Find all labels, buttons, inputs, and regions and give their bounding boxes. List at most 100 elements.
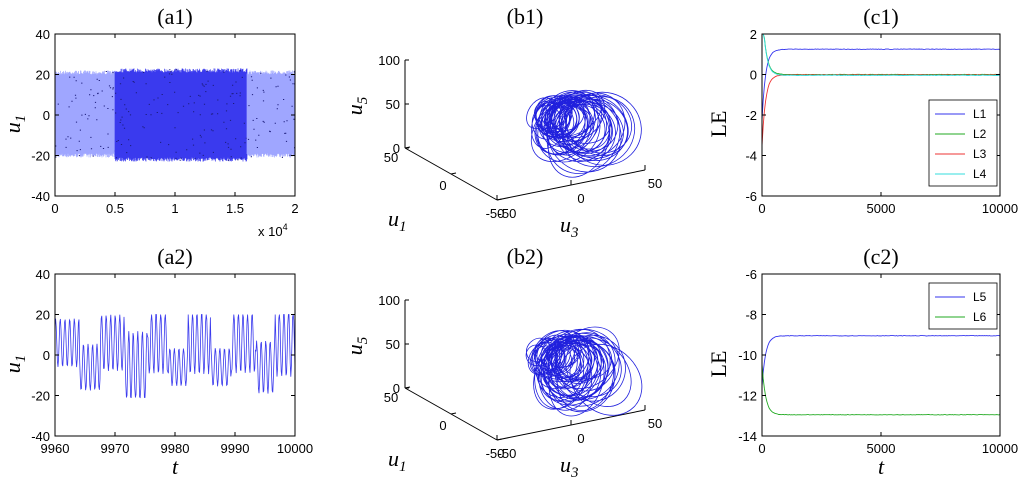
a2-ticks-ytick-label: -40 — [31, 429, 50, 444]
b2-data-loops — [525, 326, 643, 417]
b1-ticks-u3-label: 50 — [648, 176, 662, 191]
a1-ticks-ytick-label: 20 — [36, 68, 50, 83]
a1-series-segment-2 — [246, 70, 296, 158]
b1-ticks-u1-mark — [496, 198, 503, 201]
c2-ticks-xtick-label: 10000 — [982, 441, 1018, 456]
a2-ticks: 9960 9970 9980 9990 10000 40 20 0 -20 -40 — [31, 267, 313, 456]
a1-series-speckle-0 — [55, 71, 116, 158]
b1-ticks-u1-label: 0 — [439, 178, 446, 193]
c2-ticks-xtick-label: 0 — [758, 441, 765, 456]
a1-ticks-ytick-label: -40 — [31, 189, 50, 204]
c1-ticks: 0 5000 10000 2 0 -2 -4 -6 — [745, 27, 1018, 216]
b1-u1-label: u1 — [388, 206, 407, 235]
a1-ticks-ytick-label: 40 — [36, 27, 50, 42]
b1-ticks-u1-mark — [404, 146, 411, 149]
a2-series — [54, 314, 296, 399]
b1-ticks-u3-label: -50 — [498, 206, 517, 221]
b2-ticks-z-label: 0 — [393, 381, 400, 396]
a2-ticks-ytick-label: 40 — [36, 267, 50, 282]
c1-ticks-xtick-label: 10000 — [982, 201, 1018, 216]
a1-ticks-ytick-label: 0 — [43, 108, 50, 123]
c2-series-L6 — [761, 364, 1001, 416]
panel-title-a2: (a2) — [157, 244, 192, 269]
b1-attractor — [526, 89, 642, 178]
b2-ticks-u3-label: 50 — [648, 416, 662, 431]
a1-ticks-xtick-label: 0 — [51, 201, 58, 216]
a1-ticks-xtick-label: 1 — [171, 201, 178, 216]
b1-ticks-u1-label: -50 — [486, 206, 505, 221]
a1-x-multiplier: x 104 — [258, 222, 288, 239]
a1-ticks-ytick-label: -20 — [31, 149, 50, 164]
a2-series-line — [54, 314, 296, 399]
b2-ticks-z-label: 100 — [378, 293, 400, 308]
b2-ticks-u1-mark — [404, 386, 411, 389]
c1-series-L2 — [762, 33, 1001, 76]
panel-a1: 0 0.5 1 1.5 2 40 20 0 -20 -40 u1 x 104 — [0, 27, 299, 239]
c1-legend-label-L3: L3 — [973, 147, 987, 161]
panel-title-c2: (c2) — [863, 244, 898, 269]
c1-ticks-xtick-label: 0 — [758, 201, 765, 216]
b1-ticks-z-label: 50 — [386, 97, 400, 112]
b2-attractor — [525, 326, 643, 417]
a2-ticks-ytick-label: 20 — [36, 308, 50, 323]
a1-series-speckle-2 — [247, 71, 296, 158]
c1-legend-label-L2: L2 — [973, 127, 987, 141]
c2-legend-label-L5: L5 — [973, 290, 987, 304]
a2-ticks-xtick-label: 9970 — [101, 441, 130, 456]
panel-title-b1: (b1) — [507, 4, 544, 29]
a1-ticks-xtick-label: 1.5 — [226, 201, 244, 216]
panel-a2: 9960 9970 9980 9990 10000 40 20 0 -20 -40 u1 t — [0, 267, 313, 479]
a2-ticks-xtick-label: 9990 — [221, 441, 250, 456]
a2-xlabel: t — [172, 454, 179, 479]
b2-u3-label: u3 — [560, 452, 579, 481]
b1-ticks-z-label: 100 — [378, 53, 400, 68]
c1-ticks-ytick-label: 2 — [750, 27, 757, 42]
a1-ticks: 0 0.5 1 1.5 2 40 20 0 -20 -40 — [31, 27, 298, 216]
b1-ticks-u1-mark — [450, 172, 457, 175]
b1-ticks-z-label: 0 — [393, 141, 400, 156]
b2-ticks-u3-label: -50 — [498, 446, 517, 461]
a1-series — [54, 68, 296, 162]
c1-series-L4 — [762, 33, 1001, 76]
a2-ylabel: u1 — [0, 355, 29, 374]
a1-series-speckle-1 — [115, 69, 247, 161]
a2-ticks-xtick-label: 10000 — [277, 441, 313, 456]
b2-zlabel: u5 — [342, 336, 371, 355]
c2-ticks-ytick-label: -8 — [745, 308, 757, 323]
c1-legend-label-L4: L4 — [973, 167, 987, 181]
a2-ticks-xtick-label: 9980 — [161, 441, 190, 456]
c1-ylabel: LE — [706, 111, 731, 138]
c1-legend-box — [928, 99, 998, 187]
c2-legend-label-L6: L6 — [973, 310, 987, 324]
panel-c1: 0 5000 10000 2 0 -2 -4 -6 LE L1 L2 L3 L4 — [706, 27, 1018, 216]
b1-ticks-u1-label: 50 — [384, 150, 398, 165]
c2-legend-box — [928, 282, 998, 330]
a2-ticks-ytick-label: 0 — [43, 348, 50, 363]
c2-series-L5 — [761, 335, 1001, 387]
c2-xlabel: t — [878, 454, 885, 479]
a1-ticks-xtick-label: 2 — [291, 201, 298, 216]
b2-ticks-u1-mark — [450, 412, 457, 415]
c1-ticks-ytick-label: 0 — [750, 68, 757, 83]
c1-series-L1 — [761, 48, 1001, 121]
c2-ticks-ytick-label: -12 — [738, 389, 757, 404]
b1-ticks-u3-label: 0 — [577, 191, 584, 206]
a2-ticks-ytick-label: -20 — [31, 389, 50, 404]
b2-u1-label: u1 — [388, 446, 407, 475]
a1-ylabel: u1 — [0, 115, 29, 134]
a2-ticks-xtick-label: 9960 — [41, 441, 70, 456]
c1-ticks-xtick-label: 5000 — [867, 201, 896, 216]
panel-title-b2: (b2) — [507, 244, 544, 269]
b2-ticks-u1-mark — [496, 438, 503, 441]
c2-ticks-ytick-label: -10 — [738, 348, 757, 363]
b2-ticks-z-label: 50 — [386, 337, 400, 352]
panel-title-c1: (c1) — [863, 4, 898, 29]
c1-ticks-ytick-label: -4 — [745, 149, 757, 164]
c2-ticks-ytick-label: -14 — [738, 429, 757, 444]
c1-legend: L1 L2 L3 L4 — [928, 99, 998, 187]
